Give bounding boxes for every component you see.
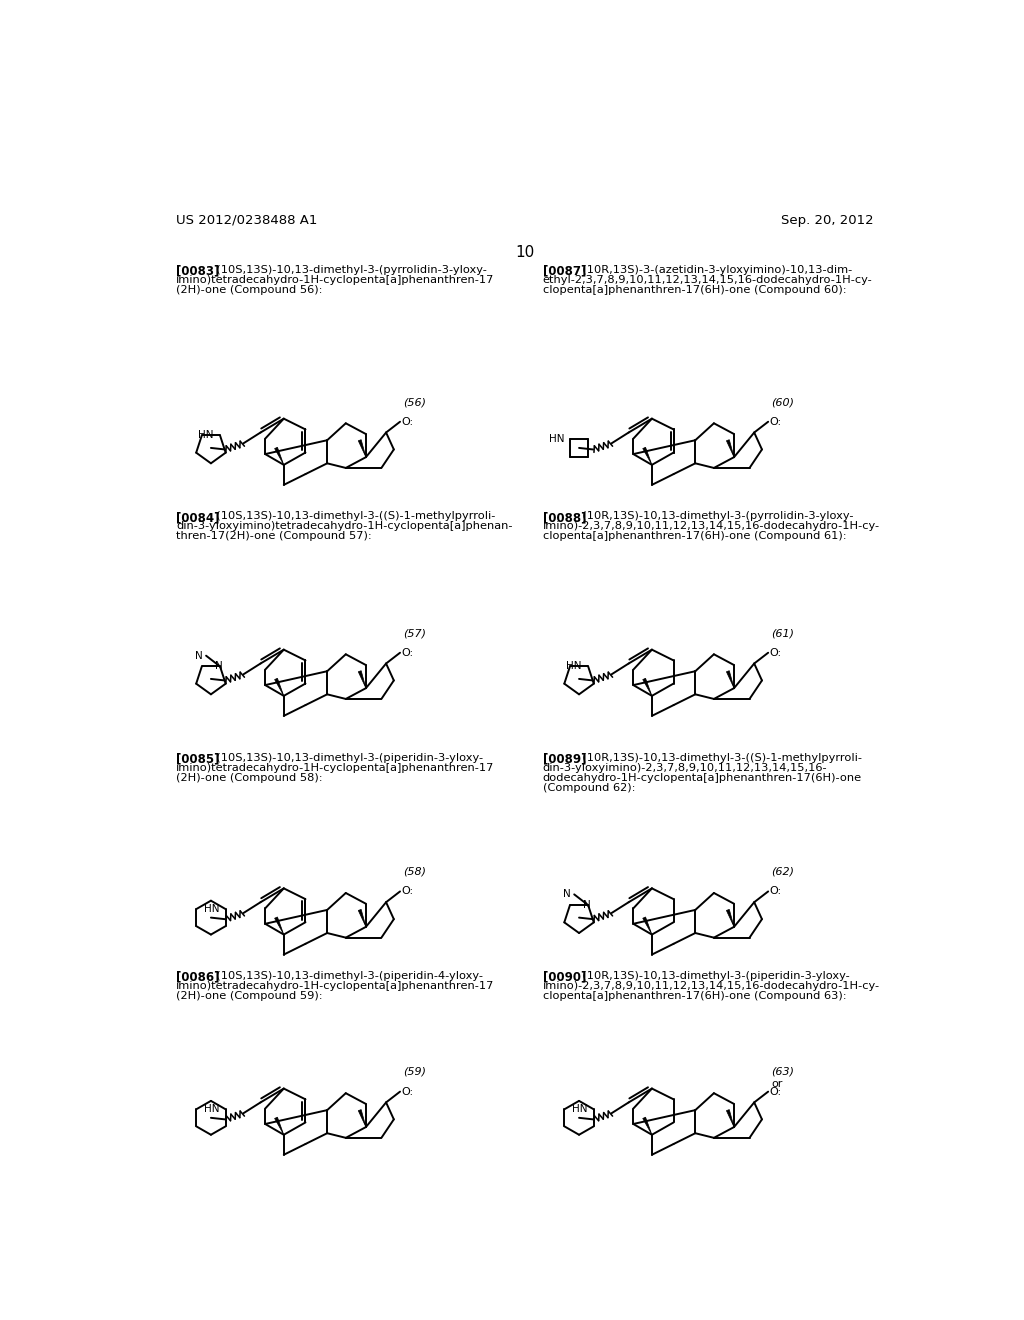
Text: (10S,13S)-10,13-dimethyl-3-(piperidin-4-yloxy-: (10S,13S)-10,13-dimethyl-3-(piperidin-4-…	[209, 970, 482, 981]
Text: imino)tetradecahydro-1H-cyclopenta[a]phenanthren-17: imino)tetradecahydro-1H-cyclopenta[a]phe…	[176, 981, 495, 991]
Text: 10: 10	[515, 244, 535, 260]
Text: O:: O:	[770, 417, 782, 426]
Text: (2H)-one (Compound 56):: (2H)-one (Compound 56):	[176, 285, 323, 294]
Text: N: N	[196, 651, 203, 661]
Text: imino)tetradecahydro-1H-cyclopenta[a]phenanthren-17: imino)tetradecahydro-1H-cyclopenta[a]phe…	[176, 763, 495, 772]
Text: (10S,13S)-10,13-dimethyl-3-(pyrrolidin-3-yloxy-: (10S,13S)-10,13-dimethyl-3-(pyrrolidin-3…	[209, 264, 486, 275]
Polygon shape	[274, 447, 284, 465]
Text: din-3-yloxyimino)-2,3,7,8,9,10,11,12,13,14,15,16-: din-3-yloxyimino)-2,3,7,8,9,10,11,12,13,…	[543, 763, 827, 772]
Text: clopenta[a]phenanthren-17(6H)-one (Compound 60):: clopenta[a]phenanthren-17(6H)-one (Compo…	[543, 285, 846, 294]
Polygon shape	[643, 447, 652, 465]
Text: HN: HN	[204, 904, 219, 915]
Polygon shape	[358, 671, 366, 688]
Text: (10S,13S)-10,13-dimethyl-3-(piperidin-3-yloxy-: (10S,13S)-10,13-dimethyl-3-(piperidin-3-…	[209, 752, 482, 763]
Polygon shape	[726, 671, 734, 688]
Text: [0088]: [0088]	[543, 511, 586, 524]
Text: O:: O:	[770, 1086, 782, 1097]
Text: or: or	[771, 1080, 782, 1089]
Text: [0085]: [0085]	[176, 752, 219, 766]
Text: (2H)-one (Compound 58):: (2H)-one (Compound 58):	[176, 774, 323, 783]
Text: ethyl-2,3,7,8,9,10,11,12,13,14,15,16-dodecahydro-1H-cy-: ethyl-2,3,7,8,9,10,11,12,13,14,15,16-dod…	[543, 275, 872, 285]
Text: O:: O:	[770, 648, 782, 657]
Polygon shape	[274, 1117, 284, 1135]
Polygon shape	[274, 917, 284, 935]
Text: din-3-yloxyimino)tetradecahydro-1H-cyclopenta[a]phenan-: din-3-yloxyimino)tetradecahydro-1H-cyclo…	[176, 521, 513, 531]
Polygon shape	[726, 440, 734, 457]
Text: imino)tetradecahydro-1H-cyclopenta[a]phenanthren-17: imino)tetradecahydro-1H-cyclopenta[a]phe…	[176, 275, 495, 285]
Polygon shape	[358, 909, 366, 927]
Polygon shape	[643, 917, 652, 935]
Text: [0087]: [0087]	[543, 264, 586, 277]
Text: Sep. 20, 2012: Sep. 20, 2012	[781, 214, 873, 227]
Text: (63): (63)	[771, 1067, 795, 1077]
Text: (10R,13S)-3-(azetidin-3-yloxyimino)-10,13-dim-: (10R,13S)-3-(azetidin-3-yloxyimino)-10,1…	[575, 264, 852, 275]
Text: (60): (60)	[771, 397, 795, 407]
Text: (57): (57)	[403, 628, 426, 638]
Text: clopenta[a]phenanthren-17(6H)-one (Compound 61):: clopenta[a]phenanthren-17(6H)-one (Compo…	[543, 531, 846, 541]
Text: (59): (59)	[403, 1067, 426, 1077]
Text: O:: O:	[401, 1086, 414, 1097]
Text: thren-17(2H)-one (Compound 57):: thren-17(2H)-one (Compound 57):	[176, 531, 372, 541]
Text: clopenta[a]phenanthren-17(6H)-one (Compound 63):: clopenta[a]phenanthren-17(6H)-one (Compo…	[543, 991, 846, 1001]
Polygon shape	[274, 678, 284, 696]
Text: O:: O:	[401, 887, 414, 896]
Text: dodecahydro-1H-cyclopenta[a]phenanthren-17(6H)-one: dodecahydro-1H-cyclopenta[a]phenanthren-…	[543, 774, 862, 783]
Polygon shape	[643, 1117, 652, 1135]
Text: HN: HN	[572, 1105, 588, 1114]
Text: (62): (62)	[771, 867, 795, 876]
Text: (10R,13S)-10,13-dimethyl-3-((S)-1-methylpyrroli-: (10R,13S)-10,13-dimethyl-3-((S)-1-methyl…	[575, 752, 862, 763]
Text: N: N	[215, 661, 222, 672]
Text: (56): (56)	[403, 397, 426, 407]
Text: N: N	[563, 890, 571, 899]
Text: (61): (61)	[771, 628, 795, 638]
Text: (58): (58)	[403, 867, 426, 876]
Text: (10R,13S)-10,13-dimethyl-3-(piperidin-3-yloxy-: (10R,13S)-10,13-dimethyl-3-(piperidin-3-…	[575, 970, 850, 981]
Text: (2H)-one (Compound 59):: (2H)-one (Compound 59):	[176, 991, 323, 1001]
Text: O:: O:	[770, 887, 782, 896]
Text: O:: O:	[401, 417, 414, 426]
Text: (Compound 62):: (Compound 62):	[543, 783, 635, 793]
Text: HN: HN	[549, 434, 564, 445]
Text: [0086]: [0086]	[176, 970, 219, 983]
Text: HN: HN	[204, 1105, 219, 1114]
Text: imino)-2,3,7,8,9,10,11,12,13,14,15,16-dodecahydro-1H-cy-: imino)-2,3,7,8,9,10,11,12,13,14,15,16-do…	[543, 981, 880, 991]
Text: imino)-2,3,7,8,9,10,11,12,13,14,15,16-dodecahydro-1H-cy-: imino)-2,3,7,8,9,10,11,12,13,14,15,16-do…	[543, 521, 880, 531]
Polygon shape	[726, 909, 734, 927]
Polygon shape	[726, 1110, 734, 1127]
Text: (10S,13S)-10,13-dimethyl-3-((S)-1-methylpyrroli-: (10S,13S)-10,13-dimethyl-3-((S)-1-methyl…	[209, 511, 495, 521]
Text: N: N	[583, 900, 591, 911]
Text: US 2012/0238488 A1: US 2012/0238488 A1	[176, 214, 317, 227]
Text: [0084]: [0084]	[176, 511, 219, 524]
Polygon shape	[358, 1110, 366, 1127]
Polygon shape	[643, 678, 652, 696]
Text: HN: HN	[566, 661, 582, 672]
Text: HN: HN	[199, 430, 214, 441]
Text: [0089]: [0089]	[543, 752, 586, 766]
Text: (10R,13S)-10,13-dimethyl-3-(pyrrolidin-3-yloxy-: (10R,13S)-10,13-dimethyl-3-(pyrrolidin-3…	[575, 511, 854, 521]
Text: [0090]: [0090]	[543, 970, 586, 983]
Text: O:: O:	[401, 648, 414, 657]
Polygon shape	[358, 440, 366, 457]
Text: [0083]: [0083]	[176, 264, 219, 277]
